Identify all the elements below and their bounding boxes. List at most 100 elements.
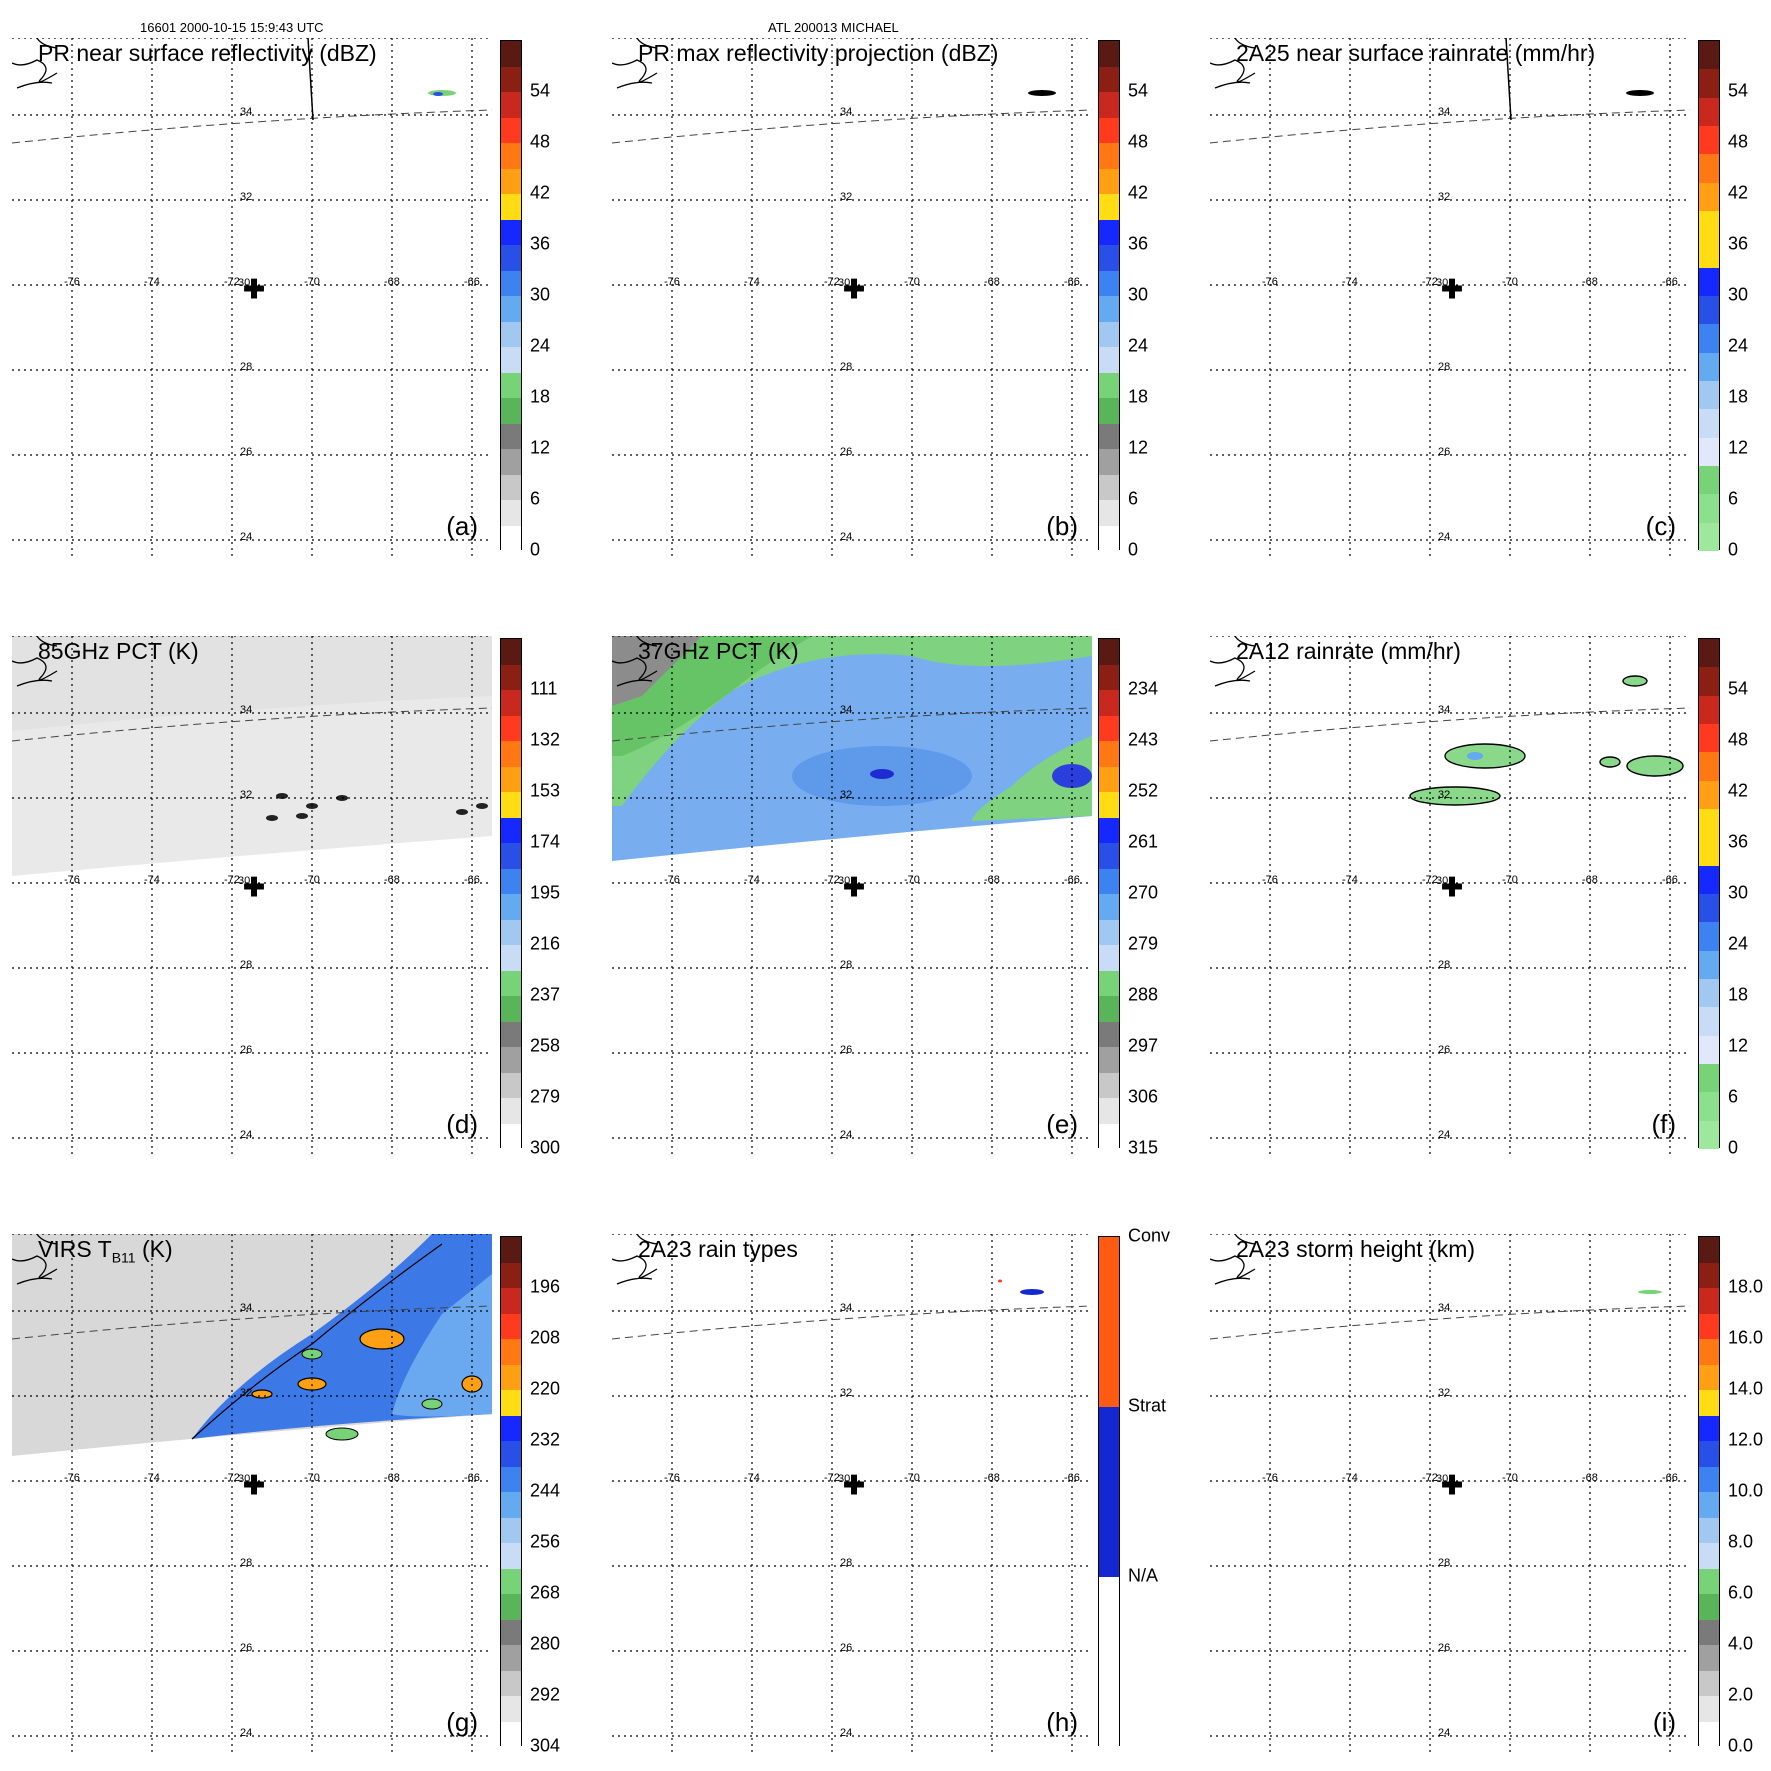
lat-label: 24 [240,1129,253,1141]
lat-label: 28 [840,1557,853,1569]
colorbar-tick-label: 6.0 [1728,1582,1754,1603]
panel-letter: (c) [1645,511,1676,541]
colorbar-segment [1099,398,1119,424]
lat-label: 30 [1436,277,1449,289]
colorbar-segment [1699,752,1719,782]
colorbar-segment [1099,474,1119,501]
colorbar-segment [1699,1120,1719,1150]
colorbar-tick-label: 48 [1728,131,1749,152]
colorbar-tick-label: 6 [530,488,541,509]
lon-label: -76 [1262,1472,1278,1484]
lon-label: -66 [464,1472,480,1484]
lat-label: 28 [1438,361,1451,373]
panel-title: 2A25 near surface rainrate (mm/hr) [1236,40,1596,66]
lon-label: -66 [464,874,480,886]
colorbar-segment [1699,1696,1719,1722]
colorbar-segment [501,639,521,665]
lon-label: -66 [1064,874,1080,886]
lat-label: 26 [840,1044,853,1056]
panel-letter: (g) [446,1707,478,1737]
colorbar-segment [501,41,521,67]
lon-label: -74 [144,874,160,886]
lat-label: 30 [838,875,851,887]
colorbar-segment [1699,1064,1719,1093]
colorbar-segment [1699,1035,1719,1065]
lat-label: 34 [1438,704,1451,716]
map-canvas [1210,1234,1690,1754]
plus-icon: ✚ [843,872,865,902]
colorbar-segment [1699,667,1719,697]
lat-label: 26 [1438,1642,1451,1654]
colorbar-segment [501,1313,521,1340]
colorbar-tick-label: 0 [1728,1137,1739,1158]
colorbar-segment [1099,194,1119,220]
colorbar-segment [501,1568,521,1595]
colorbar-tick-label: 14.0 [1728,1378,1764,1399]
lon-label: -70 [1502,276,1518,288]
colorbar-tick-label: 54 [1128,80,1149,101]
plus-icon: ✚ [1441,1470,1463,1500]
colorbar-tick-label: 0 [1728,539,1739,560]
lon-label: -66 [1662,874,1678,886]
colorbar-tick-label: 292 [530,1684,561,1705]
panel-letter: (b) [1046,511,1078,541]
colorbar-segment [501,817,521,844]
lat-label: 32 [840,789,853,801]
plus-icon: ✚ [243,872,265,902]
colorbar-tick-label: 174 [530,831,561,852]
colorbar-segment [1699,1092,1719,1122]
lat-label: 30 [238,277,251,289]
colorbar-segment [1699,865,1719,895]
colorbar-tick-label: 0 [1128,539,1139,560]
colorbar-segment [501,715,521,742]
colorbar-tick-label: 258 [530,1035,561,1056]
colorbar-tick-label: 24 [1128,335,1149,356]
lon-label: -76 [1262,874,1278,886]
colorbar-segment [501,792,521,818]
lat-label: 24 [1438,1727,1451,1739]
colorbar-segment [501,1390,521,1416]
colorbar-tick-label: 42 [530,182,551,203]
lon-label: -70 [904,874,920,886]
plus-icon: ✚ [1441,872,1463,902]
lat-label: 24 [240,1727,253,1739]
map-canvas [612,1234,1092,1754]
orbit-header: 16601 2000-10-15 15:9:43 UTC [140,20,324,35]
lon-label: -74 [1342,874,1358,886]
colorbar-segment [1699,381,1719,410]
lat-label: 30 [838,277,851,289]
colorbar-tick-label: 252 [1128,780,1159,801]
lat-label: 30 [238,1473,251,1485]
map-canvas [12,1234,492,1754]
map-panel-d: 34 32 30 28 26 24 -76 -74 -72 -70 -68 -66 ✚ 85GHz PCT… [12,636,492,1156]
plus-icon: ✚ [1441,274,1463,304]
colorbar-tick-label: 153 [530,780,561,801]
plus-icon: ✚ [243,274,265,304]
colorbar-tick-label: 261 [1128,831,1159,852]
colorbar-segment [501,1123,521,1150]
lon-label: -66 [1662,276,1678,288]
colorbar-segment [501,1339,521,1365]
colorbar-segment [501,1492,521,1518]
colorbar-segment [1699,126,1719,155]
lon-label: -66 [464,276,480,288]
colorbar-tick-label: 196 [530,1276,561,1297]
colorbar-segment [501,245,521,271]
panel-title-subscript: B11 [111,1249,136,1266]
lon-label: -74 [1342,276,1358,288]
colorbar-tick-label: 12 [1128,437,1149,458]
colorbar-tick-label: 36 [530,233,551,254]
colorbar-segment [1099,1662,1119,1748]
lon-label: -74 [744,276,760,288]
colorbar-tick-label: 48 [530,131,551,152]
colorbar-segment [501,970,521,997]
colorbar-tick-label: 216 [530,933,561,954]
panel-title: PR near surface reflectivity (dBZ) [38,40,377,66]
colorbar-tick-label: 42 [1728,780,1749,801]
colorbar-tick-label: 297 [1128,1035,1159,1056]
colorbar-tick-label: 6 [1728,488,1739,509]
map-canvas [1210,38,1690,558]
colorbar-tick-label: 232 [530,1429,561,1450]
lon-label: -70 [1502,1472,1518,1484]
colorbar-tick-label: 234 [1128,678,1159,699]
